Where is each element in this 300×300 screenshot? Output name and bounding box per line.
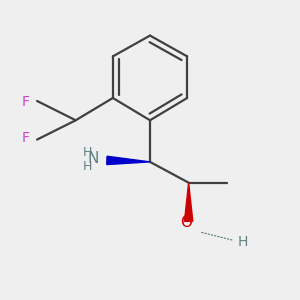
Text: H: H	[83, 160, 92, 173]
Text: N: N	[88, 152, 99, 166]
Text: O: O	[180, 215, 192, 230]
Polygon shape	[184, 183, 193, 221]
Polygon shape	[107, 156, 150, 165]
Text: F: F	[22, 131, 30, 145]
Text: H: H	[238, 235, 248, 249]
Text: F: F	[22, 95, 30, 110]
Text: H: H	[83, 146, 92, 160]
